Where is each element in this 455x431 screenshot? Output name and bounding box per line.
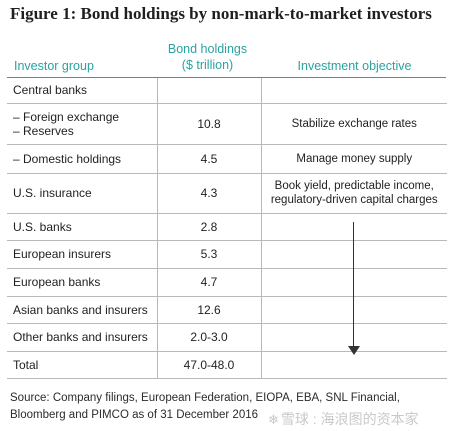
down-arrow-icon [353, 222, 354, 348]
objective-cell [260, 239, 447, 269]
group-cell: Other banks and insurers [7, 322, 158, 352]
objective-line: regulatory-driven capital charges [270, 194, 438, 206]
value-cell: 2.8 [156, 212, 262, 241]
watermark: ❄ 雪球 : 海浪图的资本家 [268, 409, 419, 429]
snowball-logo-icon: ❄ [268, 412, 279, 427]
table-row: U.S. insurance 4.3 Book yield, predictab… [7, 172, 447, 214]
header-investment-objective: Investment objective [297, 59, 412, 73]
group-cell: U.S. insurance [7, 172, 158, 214]
table-row: Total 47.0-48.0 [7, 350, 447, 379]
table-row: U.S. banks 2.8 [7, 212, 447, 241]
header-bond-holdings-line2: ($ trillion) [181, 58, 234, 72]
value-cell: 10.8 [156, 102, 262, 145]
down-arrow-head-icon [348, 346, 360, 355]
group-line: – Foreign exchange [13, 109, 120, 124]
group-cell: – Domestic holdings [7, 143, 158, 174]
table-row: Other banks and insurers 2.0-3.0 [7, 322, 447, 352]
figure-title: Figure 1: Bond holdings by non-mark-to-m… [10, 4, 432, 23]
table-row: European banks 4.7 [7, 267, 447, 297]
objective-cell [260, 267, 447, 297]
objective-cell: Manage money supply [260, 143, 447, 174]
objective-line: Book yield, predictable income, [274, 180, 434, 192]
header-bond-holdings: Bond holdings ($ trillion) [155, 41, 260, 73]
table-row: – Foreign exchange – Reserves 10.8 Stabi… [7, 102, 447, 145]
table-row: Asian banks and insurers 12.6 [7, 295, 447, 324]
group-cell: European insurers [7, 239, 158, 269]
value-cell: 2.0-3.0 [156, 322, 262, 352]
objective-cell: Book yield, predictable income, regulato… [260, 172, 447, 214]
header-rule [7, 77, 446, 78]
value-cell: 47.0-48.0 [156, 350, 262, 379]
value-cell: 4.3 [156, 172, 262, 214]
group-cell: U.S. banks [7, 212, 158, 241]
group-cell: European banks [7, 267, 158, 297]
table-row: – Domestic holdings 4.5 Manage money sup… [7, 143, 447, 174]
header-investor-group: Investor group [14, 59, 94, 73]
group-cell: Total [7, 350, 158, 379]
header-bond-holdings-line1: Bond holdings [167, 42, 248, 56]
objective-cell: Stabilize exchange rates [260, 102, 447, 145]
watermark-text: 雪球 : 海浪图的资本家 [280, 411, 419, 427]
objective-cell [260, 212, 447, 241]
table-row: Central banks [7, 78, 447, 104]
group-cell: Central banks [7, 78, 158, 104]
objective-cell [260, 350, 447, 379]
value-cell: 4.7 [156, 267, 262, 297]
group-cell: – Foreign exchange – Reserves [7, 102, 158, 145]
table-row: European insurers 5.3 [7, 239, 447, 269]
holdings-table: Central banks – Foreign exchange – Reser… [7, 78, 447, 379]
objective-cell [260, 78, 447, 104]
value-cell: 5.3 [156, 239, 262, 269]
value-cell [156, 78, 262, 104]
group-cell: Asian banks and insurers [7, 295, 158, 324]
value-cell: 12.6 [156, 295, 262, 324]
value-cell: 4.5 [156, 143, 262, 174]
source-note: Source: Company filings, European Federa… [10, 392, 400, 421]
objective-cell [260, 295, 447, 324]
group-line: – Reserves [13, 123, 74, 138]
